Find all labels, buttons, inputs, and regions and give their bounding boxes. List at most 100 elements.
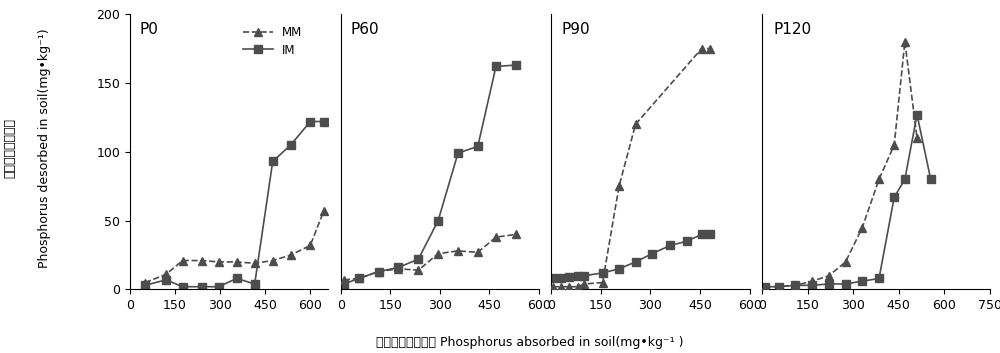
MM [563, 285, 575, 289]
MM [249, 261, 261, 265]
MM [231, 260, 243, 264]
MM [759, 285, 771, 289]
IM [563, 275, 575, 279]
IM [472, 144, 484, 148]
MM [572, 285, 584, 289]
IM [373, 269, 385, 274]
Line: IM: IM [761, 110, 935, 291]
MM [318, 209, 330, 213]
MM [177, 258, 189, 263]
Line: IM: IM [340, 61, 520, 288]
IM [177, 285, 189, 289]
Line: MM: MM [340, 230, 520, 284]
MM [840, 260, 852, 264]
Text: P0: P0 [140, 22, 159, 37]
MM [267, 258, 279, 263]
Line: IM: IM [141, 117, 328, 291]
IM [392, 265, 404, 270]
MM [911, 136, 923, 140]
IM [490, 64, 502, 68]
MM [490, 235, 502, 239]
IM [664, 243, 676, 247]
IM [759, 285, 771, 289]
IM [773, 285, 785, 289]
IM [630, 260, 642, 264]
MM [472, 250, 484, 255]
IM [613, 267, 625, 271]
Line: MM: MM [141, 207, 328, 287]
IM [925, 177, 937, 181]
MM [823, 274, 835, 278]
Legend: MM, IM: MM, IM [240, 23, 306, 61]
Line: MM: MM [549, 44, 714, 291]
MM [789, 283, 801, 287]
MM [873, 177, 885, 181]
Line: IM: IM [549, 230, 714, 283]
IM [160, 278, 172, 282]
Text: 土壤对磷的吸附量 Phosphorus absorbed in soil(mg•kg⁻¹ ): 土壤对磷的吸附量 Phosphorus absorbed in soil(mg•… [376, 336, 684, 349]
MM [452, 249, 464, 253]
MM [338, 278, 350, 282]
IM [338, 282, 350, 286]
IM [432, 219, 444, 223]
MM [373, 269, 385, 274]
Text: P90: P90 [561, 22, 590, 37]
IM [249, 282, 261, 286]
IM [267, 159, 279, 163]
IM [139, 283, 151, 287]
IM [704, 232, 716, 237]
MM [304, 243, 316, 247]
MM [899, 40, 911, 44]
IM [452, 151, 464, 155]
IM [873, 276, 885, 281]
IM [681, 239, 693, 244]
MM [555, 285, 567, 289]
IM [899, 177, 911, 181]
IM [806, 283, 818, 287]
IM [304, 119, 316, 124]
MM [510, 232, 522, 237]
MM [888, 143, 900, 147]
Text: 土壤对磷的解吸量: 土壤对磷的解吸量 [3, 118, 16, 178]
MM [392, 267, 404, 271]
MM [353, 276, 365, 281]
IM [510, 63, 522, 67]
Text: Phosphorus desorbed in soil(mg•kg⁻¹): Phosphorus desorbed in soil(mg•kg⁻¹) [38, 29, 52, 268]
MM [773, 285, 785, 289]
IM [789, 283, 801, 287]
MM [856, 226, 868, 230]
MM [704, 46, 716, 50]
MM [613, 184, 625, 188]
IM [318, 119, 330, 124]
MM [547, 285, 559, 289]
MM [597, 281, 609, 285]
IM [412, 257, 424, 261]
IM [578, 274, 590, 278]
IM [285, 143, 297, 147]
MM [412, 268, 424, 272]
MM [285, 253, 297, 257]
MM [432, 252, 444, 256]
Text: P60: P60 [351, 22, 379, 37]
IM [213, 285, 225, 289]
IM [597, 271, 609, 275]
MM [630, 122, 642, 126]
IM [353, 276, 365, 281]
IM [911, 113, 923, 117]
IM [555, 276, 567, 281]
MM [696, 46, 708, 50]
MM [196, 258, 208, 263]
IM [547, 276, 559, 281]
MM [213, 260, 225, 264]
IM [196, 285, 208, 289]
IM [696, 232, 708, 237]
IM [840, 282, 852, 286]
IM [823, 282, 835, 286]
MM [806, 279, 818, 283]
IM [646, 252, 658, 256]
MM [139, 281, 151, 285]
IM [231, 276, 243, 281]
IM [888, 195, 900, 199]
IM [856, 279, 868, 283]
Line: MM: MM [761, 37, 921, 291]
